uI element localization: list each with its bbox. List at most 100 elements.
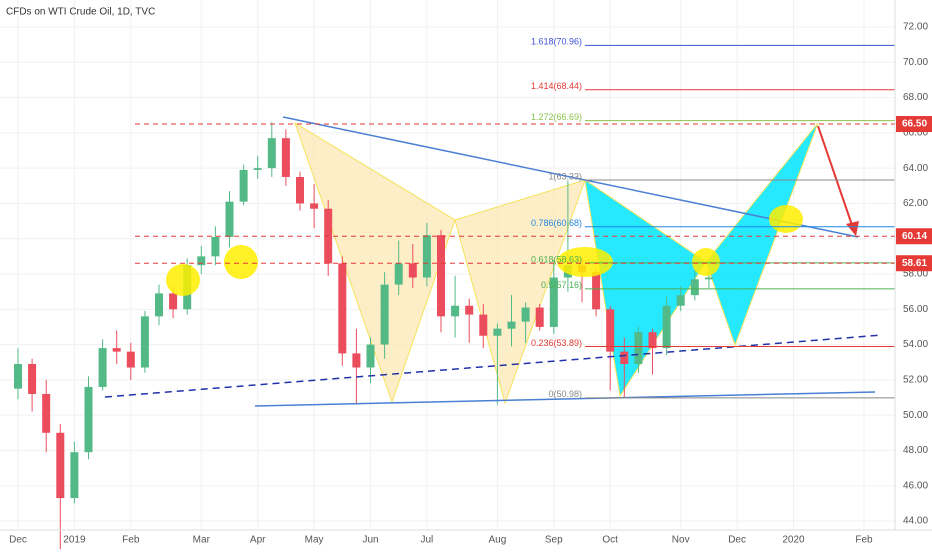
- candle-body: [606, 309, 615, 352]
- candle-body: [253, 168, 262, 170]
- fib-label: 1.272(66.69): [531, 112, 582, 122]
- drawings: [104, 116, 883, 407]
- candle-body: [338, 263, 347, 354]
- candle-body: [84, 386, 93, 453]
- x-tick-label: Sep: [545, 535, 563, 546]
- candle-body: [422, 235, 431, 278]
- trend-line: [254, 391, 876, 407]
- x-tick-label: Feb: [855, 535, 873, 546]
- fib-label: 1.618(70.96): [531, 37, 582, 47]
- y-tick-label: 58.00: [903, 269, 928, 280]
- price-label-box: [896, 228, 932, 245]
- candle-body: [70, 452, 79, 499]
- candle-body: [239, 169, 248, 202]
- price-label: 60.14: [902, 231, 927, 242]
- arrow: [817, 125, 854, 229]
- candle-body: [352, 353, 361, 368]
- candle-body: [704, 277, 713, 280]
- candle-body: [296, 176, 304, 204]
- candle-body: [535, 307, 544, 327]
- candle-body: [690, 279, 699, 296]
- candle-body: [592, 272, 601, 310]
- y-tick-label: 44.00: [903, 516, 928, 527]
- x-tick-label: 2020: [782, 535, 805, 546]
- y-tick-label: 72.00: [903, 22, 928, 33]
- x-tick-label: Dec: [9, 535, 27, 546]
- highlight: [166, 264, 200, 296]
- x-tick-label: 2019: [63, 535, 86, 546]
- fib-label: 0.618(58.63): [531, 254, 582, 264]
- pattern-yellow: [294, 121, 456, 404]
- candle-body: [267, 138, 276, 169]
- candle-body: [366, 344, 375, 368]
- candles: [14, 122, 713, 550]
- y-tick-label: 62.00: [903, 198, 928, 209]
- candle-body: [169, 293, 178, 310]
- fib-label: 0.5(57.16): [541, 280, 582, 290]
- candle-body: [493, 328, 502, 336]
- x-tick-label: Apr: [250, 535, 266, 546]
- candle-body: [549, 277, 558, 327]
- highlight: [769, 205, 803, 233]
- candle-body: [197, 256, 206, 266]
- candle-body: [451, 305, 460, 317]
- x-tick-label: Mar: [193, 535, 211, 546]
- candle-body: [211, 236, 220, 257]
- axes: 44.00 46.00 48.00 50.00 52.00 54.00 56.00 58.00…: [9, 22, 932, 546]
- price-label: 66.50: [902, 119, 927, 130]
- candle-body: [98, 348, 107, 387]
- candle-body: [662, 305, 671, 349]
- candle-body: [648, 332, 657, 349]
- chart-title: CFDs on WTI Crude Oil, 1D, TVC: [6, 7, 155, 18]
- candle-body: [380, 284, 389, 345]
- candle-body: [281, 138, 290, 177]
- candle-body: [112, 348, 121, 352]
- candle-body: [155, 293, 163, 317]
- candle-body: [14, 363, 22, 389]
- y-tick-label: 50.00: [903, 410, 928, 421]
- fib-label: 0.236(53.89): [531, 338, 582, 348]
- pattern-cyan: [705, 122, 819, 347]
- fib-label: 1.414(68.44): [531, 81, 582, 91]
- fib-label: 1(63.33): [548, 171, 582, 181]
- candle-body: [225, 201, 234, 237]
- x-tick-label: Nov: [672, 535, 690, 546]
- candle-body: [394, 263, 403, 285]
- price-label: 58.61: [902, 258, 927, 269]
- arrow-head: [846, 221, 859, 236]
- fib-label: 0.786(60.68): [531, 218, 582, 228]
- x-tick-label: May: [305, 535, 324, 546]
- candle-body: [634, 332, 643, 364]
- candle-body: [126, 351, 135, 368]
- candle-body: [479, 314, 488, 336]
- candle-body: [28, 363, 37, 394]
- highlight: [692, 248, 720, 276]
- candle-body: [437, 235, 445, 317]
- candle-body: [465, 305, 474, 315]
- trend-line: [104, 334, 883, 398]
- candle-body: [310, 203, 319, 209]
- highlight: [557, 247, 613, 277]
- candle-body: [56, 432, 65, 499]
- trend-line: [282, 116, 859, 238]
- y-tick-label: 46.00: [903, 480, 928, 491]
- x-tick-label: Jul: [421, 535, 434, 546]
- y-tick-label: 54.00: [903, 339, 928, 350]
- candle-body: [140, 316, 149, 368]
- y-tick-label: 68.00: [903, 92, 928, 103]
- y-tick-label: 56.00: [903, 304, 928, 315]
- x-tick-label: Feb: [122, 535, 140, 546]
- candle-body: [507, 321, 516, 329]
- candle-body: [521, 307, 530, 322]
- fib-label: 0(50.98): [548, 389, 582, 399]
- x-tick-label: Dec: [728, 535, 746, 546]
- candle-body: [42, 393, 51, 433]
- x-tick-label: Oct: [602, 535, 618, 546]
- candle-body: [620, 351, 629, 364]
- y-tick-label: 70.00: [903, 57, 928, 68]
- price-label-box: [896, 255, 932, 272]
- x-tick-label: Jun: [362, 535, 378, 546]
- y-tick-label: 48.00: [903, 445, 928, 456]
